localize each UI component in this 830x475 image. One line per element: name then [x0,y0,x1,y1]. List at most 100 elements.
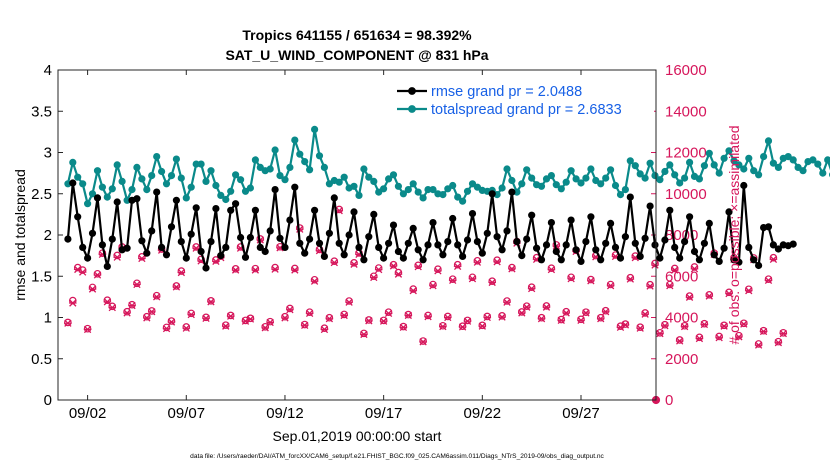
totalspread-point [775,164,781,170]
rmse-point [430,220,436,226]
rmse-point [159,244,165,250]
totalspread-point [548,173,554,179]
rmse-point [178,239,184,245]
y-right-tick-label: 12000 [665,145,707,162]
rmse-point [420,257,426,263]
rmse-point [316,240,322,246]
totalspread-point [341,174,347,180]
rmse-point [543,242,549,248]
totalspread-point [390,172,396,178]
rmse-point [583,239,589,245]
totalspread-point [168,173,174,179]
rmse-point [538,257,544,263]
totalspread-point [706,150,712,156]
rmse-point [163,252,169,258]
x-tick-label: 09/02 [69,405,107,422]
y-right-tick-label: 10000 [665,186,707,203]
totalspread-point [820,170,826,176]
x-tick-label: 09/07 [168,405,206,422]
totalspread-point [598,181,604,187]
rmse-point [494,234,500,240]
totalspread-point [144,187,150,193]
rmse-point [168,224,174,230]
rmse-point [351,209,357,215]
rmse-point [247,234,253,240]
totalspread-point [356,192,362,198]
totalspread-point [198,161,204,167]
rmse-point [297,240,303,246]
y-right-tick-label: 16000 [665,62,707,79]
possible-obs-marker [775,338,781,344]
rmse-point [149,228,155,234]
rmse-point [386,240,392,246]
y-left-tick-label: 0 [44,392,52,409]
rmse-point [558,257,564,263]
totalspread-point [351,183,357,189]
rmse-point [272,187,278,193]
legend-totalspread-label: totalspread grand pr = 2.6833 [431,102,622,118]
rmse-point [302,250,308,256]
rmse-point [173,197,179,203]
rmse-point [89,230,95,236]
rmse-point [415,247,421,253]
rmse-point [410,225,416,231]
rmse-point [632,240,638,246]
rmse-point [696,257,702,263]
rmse-point [85,255,91,261]
y-right-tick-label: 0 [665,392,673,409]
possible-obs-marker [706,292,712,298]
possible-obs-marker [716,333,722,339]
rmse-point [746,244,752,250]
totalspread-point [632,163,638,169]
rmse-point [203,265,209,271]
totalspread-point [361,166,367,172]
totalspread-point [252,157,258,163]
rmse-point [716,258,722,264]
x-tick-label: 09/22 [464,405,502,422]
rmse-point [277,235,283,241]
totalspread-point [612,182,618,188]
possible-obs-marker [696,334,702,340]
legend-rmse-marker [409,88,416,95]
rmse-point [238,234,244,240]
possible-obs-marker [686,293,692,299]
totalspread-point [139,176,145,182]
rmse-point [504,228,510,234]
totalspread-point [662,168,668,174]
y-left-tick-label: 1.5 [31,268,52,285]
rmse-point [341,252,347,258]
rmse-point [65,236,71,242]
totalspread-point [746,155,752,161]
rmse-point [445,239,451,245]
totalspread-point [405,187,411,193]
y-right-tick-label: 2000 [665,351,698,368]
totalspread-point [410,181,416,187]
rmse-point [346,232,352,238]
totalspread-point [825,157,830,163]
chart-subtitle: SAT_U_WIND_COMPONENT @ 831 hPa [225,47,488,63]
y-left-tick-label: 3 [44,145,52,162]
rmse-point [514,239,520,245]
y-left-tick-label: 0.5 [31,351,52,368]
totalspread-point [233,172,239,178]
rmse-point [336,240,342,246]
totalspread-point [292,137,298,143]
rmse-point [529,212,535,218]
totalspread-point [94,168,100,174]
possible-obs-marker [765,276,771,282]
rmse-point [144,250,150,256]
y-axis-right-label: # of obs: o=possible; ×=assimilated [726,125,742,344]
totalspread-point [450,182,456,188]
y-left-tick-label: 4 [44,62,52,79]
rmse-point [593,247,599,253]
totalspread-point [75,174,81,180]
x-tick-label: 09/12 [266,405,304,422]
rmse-point [627,194,633,200]
rmse-point [647,203,653,209]
y-left-tick-label: 1 [44,310,52,327]
totalspread-point [815,161,821,167]
totalspread-point [188,184,194,190]
totalspread-point [272,147,278,153]
rmse-point [356,244,362,250]
